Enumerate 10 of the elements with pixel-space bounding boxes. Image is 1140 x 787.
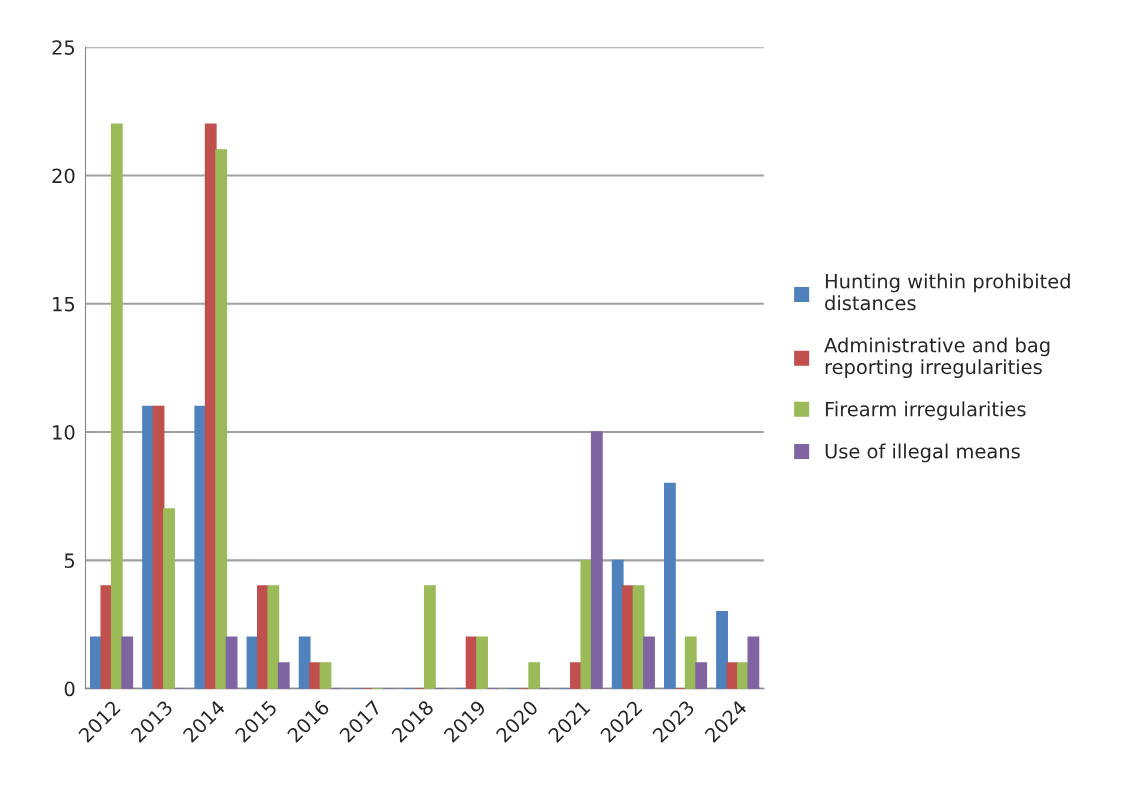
y-tick-label: 5 (64, 553, 75, 569)
legend-label: Use of illegal means (825, 443, 1020, 463)
y-tick-label: 25 (52, 40, 75, 55)
y-tick-label: 15 (53, 296, 75, 312)
y-tick-label: 10 (53, 425, 75, 440)
legend-label: Administrative and bag reporting irregularities (824, 337, 1050, 379)
legend-label: Firearm irregularities (825, 401, 1026, 421)
legend-label: Hunting within prohibited distances (825, 273, 1070, 311)
y-tick-label: 0 (64, 681, 75, 697)
y-tick-label: 20 (52, 168, 75, 184)
